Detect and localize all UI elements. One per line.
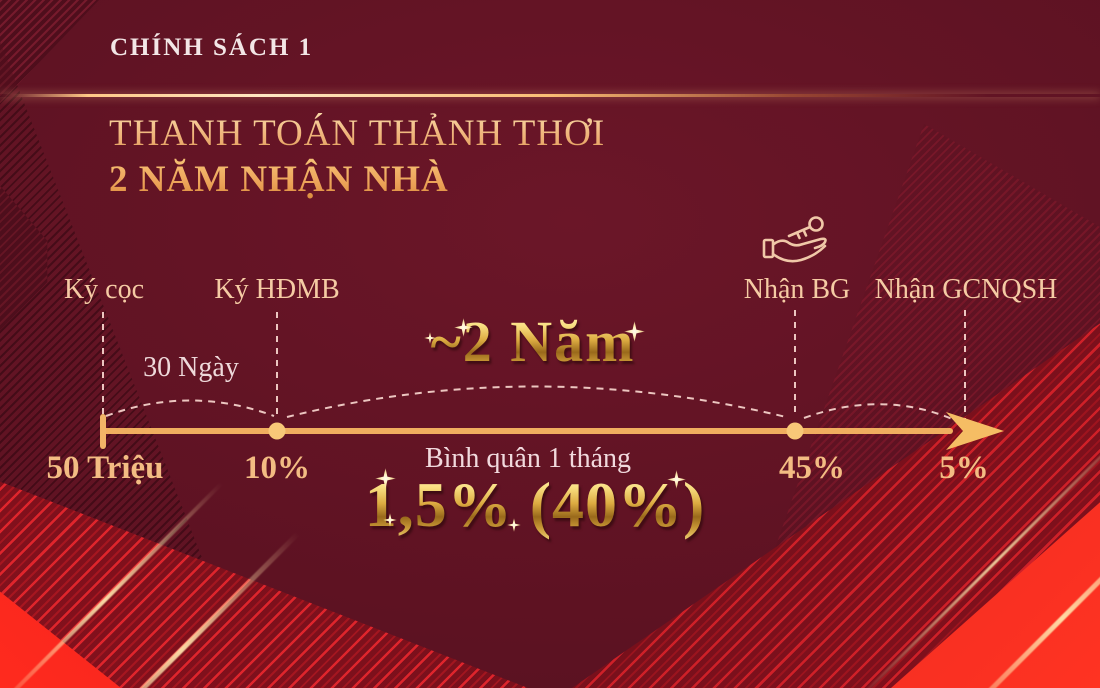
- page-title-line1: THANH TOÁN THẢNH THƠI: [109, 113, 606, 154]
- duration-30-days-label: 30 Ngày: [143, 352, 239, 383]
- light-streak: [925, 482, 1100, 688]
- gold-divider-line: [0, 94, 1100, 97]
- milestone-label-nhan-gcnqsh: Nhận GCNQSH: [874, 274, 1058, 305]
- duration-2-years-label: ~2 Năm: [430, 309, 636, 374]
- milestone-value-45pct: 45%: [779, 450, 845, 486]
- milestone-label-ky-hdmb: Ký HĐMB: [214, 274, 340, 305]
- light-streak: [0, 481, 224, 688]
- light-streak: [62, 532, 300, 688]
- hand-holding-key-icon: [762, 216, 827, 263]
- monthly-average-caption: Bình quân 1 tháng: [424, 443, 632, 474]
- milestone-value-10pct: 10%: [244, 450, 310, 486]
- milestone-label-nhan-bg: Nhận BG: [743, 274, 851, 305]
- milestone-label-ky-coc: Ký cọc: [63, 274, 145, 305]
- timeline-arrowhead: [946, 412, 1004, 450]
- monthly-rate-value: 1,5% (40%): [364, 469, 706, 540]
- milestone-value-5pct: 5%: [939, 450, 989, 486]
- milestone-value-deposit: 50 Triệu: [46, 450, 164, 486]
- timeline-dot-bg: [786, 422, 804, 440]
- timeline-dot-hdmb: [268, 422, 286, 440]
- duration-arcs: [105, 385, 958, 422]
- policy-badge: CHÍNH SÁCH 1: [110, 34, 314, 61]
- page-title-line2: 2 NĂM NHẬN NHÀ: [109, 159, 449, 200]
